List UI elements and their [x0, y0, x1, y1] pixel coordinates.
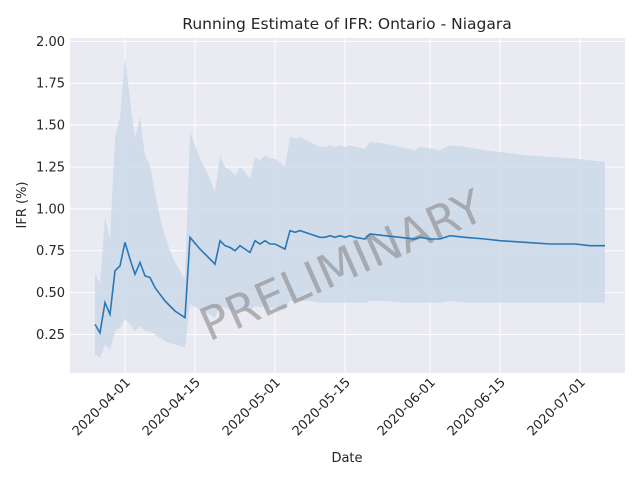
x-tick-labels: 2020-04-01 2020-04-15 2020-05-01 2020-05-15…: [70, 375, 589, 439]
y-tick-label: 1.00: [36, 202, 65, 217]
ifr-line: [94, 229, 605, 336]
y-axis-label: IFR (%): [15, 182, 30, 229]
x-tick-label: 2020-05-01: [220, 375, 284, 439]
y-tick-label: 1.50: [36, 119, 65, 134]
x-axis-label: Date: [331, 451, 362, 466]
confidence-band: [95, 58, 605, 358]
y-tick-label: 0.25: [36, 328, 65, 343]
y-tick-label: 0.75: [36, 244, 65, 259]
x-tick-label: 2020-07-01: [525, 375, 589, 439]
x-tick-label: 2020-04-01: [70, 375, 134, 439]
chart-title: Running Estimate of IFR: Ontario - Niaga…: [182, 15, 511, 33]
y-tick-labels: 0.25 0.50 0.75 1.00 1.25 1.50 1.75 2.00: [36, 35, 65, 343]
x-tick-label: 2020-06-01: [375, 375, 439, 439]
y-tick-label: 1.75: [36, 77, 65, 92]
x-tick-label: 2020-04-15: [140, 375, 204, 439]
y-tick-label: 1.25: [36, 160, 65, 175]
x-tick-label: 2020-06-15: [445, 375, 509, 439]
x-tick-label: 2020-05-15: [290, 375, 354, 439]
y-tick-label: 2.00: [36, 35, 65, 50]
y-tick-label: 0.50: [36, 286, 65, 301]
